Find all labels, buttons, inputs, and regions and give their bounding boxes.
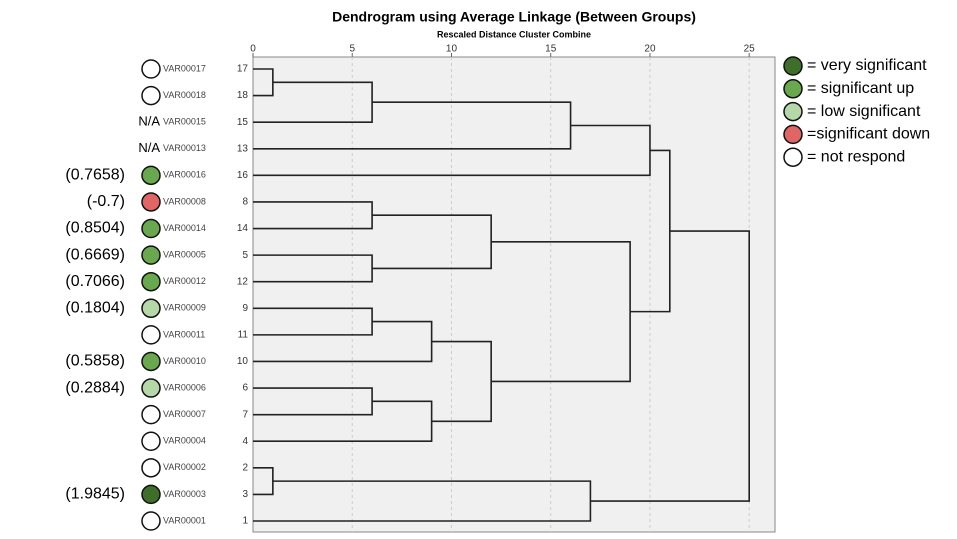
leaf-label: VAR00011 (163, 329, 205, 339)
x-tick-label: 20 (644, 44, 656, 55)
case-number: 15 (237, 117, 249, 128)
case-number: 3 (242, 489, 248, 500)
case-number: 1 (242, 516, 248, 527)
legend-label: = low significant (807, 103, 921, 120)
merge-link (253, 201, 373, 230)
case-number: 7 (242, 409, 248, 420)
value-note: (-0.7) (87, 193, 125, 210)
status-circle (141, 404, 161, 425)
leaf-label: VAR00012 (163, 276, 206, 286)
leaf-label: VAR00018 (163, 90, 206, 100)
case-number: 2 (242, 462, 248, 473)
status-circle (141, 325, 161, 345)
value-note: (1.9845) (65, 486, 125, 503)
case-number: 6 (242, 383, 248, 394)
leaf-label: VAR00014 (163, 223, 206, 233)
case-number: 5 (242, 250, 248, 261)
leaf-label: VAR00010 (163, 356, 206, 366)
value-note: (0.5858) (65, 353, 125, 370)
status-circle (141, 59, 161, 79)
legend-label: = significant up (807, 80, 914, 97)
case-number: 10 (237, 356, 249, 367)
leaf-label: VAR00009 (163, 303, 206, 313)
merge-link (253, 124, 651, 177)
legend-swatch (783, 101, 803, 122)
leaf-label: VAR00004 (163, 436, 206, 446)
value-note: (0.7658) (65, 167, 125, 184)
merge-link (630, 149, 671, 313)
merge-link (253, 254, 373, 283)
merge-link (253, 320, 433, 363)
status-circle (141, 192, 161, 212)
status-circle (141, 298, 161, 319)
case-number: 4 (242, 436, 248, 447)
case-number: 17 (237, 64, 249, 75)
merge-link (253, 387, 373, 416)
leaf-label: VAR00013 (163, 143, 206, 153)
legend-swatch (783, 79, 803, 99)
status-circle (141, 271, 161, 292)
value-note: N/A (138, 140, 160, 155)
case-number: 9 (242, 303, 248, 314)
leaf-label: VAR00015 (163, 117, 206, 127)
x-tick-label: 25 (744, 44, 756, 55)
merge-link (590, 230, 750, 502)
plot-area (252, 56, 776, 533)
case-number: 13 (237, 143, 249, 154)
chart-title: Dendrogram using Average Linkage (Betwee… (332, 9, 696, 25)
value-note: (0.8504) (65, 220, 125, 237)
value-note: N/A (138, 114, 160, 129)
case-number: 8 (242, 197, 248, 208)
status-circle (141, 218, 161, 239)
case-number: 18 (237, 90, 249, 101)
status-circle (141, 458, 161, 478)
merge-link (253, 400, 433, 443)
status-circle (141, 351, 161, 372)
status-circle (141, 165, 161, 186)
legend-label: = not respond (807, 148, 905, 165)
x-tick-label: 10 (446, 44, 458, 55)
merge-link (253, 81, 373, 123)
legend-label: =significant down (807, 126, 930, 143)
case-number: 16 (237, 170, 249, 181)
x-tick-label: 5 (349, 44, 355, 55)
chart-subtitle: Rescaled Distance Cluster Combine (437, 29, 591, 39)
status-circle (141, 484, 161, 505)
legend-label: = very significant (807, 57, 927, 74)
leaf-label: VAR00002 (163, 462, 206, 472)
value-note: (0.7066) (65, 273, 125, 290)
legend-swatch (783, 56, 803, 76)
merge-link (253, 480, 592, 522)
status-circle (141, 511, 161, 531)
status-circle (141, 245, 161, 265)
leaf-label: VAR00008 (163, 196, 206, 206)
merge-link (491, 241, 631, 383)
case-number: 14 (237, 223, 249, 234)
legend-swatch (783, 147, 803, 167)
leaf-label: VAR00003 (163, 489, 206, 499)
case-number: 12 (237, 276, 249, 287)
value-note: (0.1804) (65, 300, 125, 317)
value-note: (0.2884) (65, 379, 125, 396)
leaf-label: VAR00017 (163, 63, 206, 73)
status-circle (141, 431, 161, 451)
legend-swatch (783, 124, 803, 145)
leaf-label: VAR00006 (163, 382, 206, 392)
status-circle (141, 85, 161, 106)
case-number: 11 (238, 330, 249, 341)
leaf-label: VAR00005 (163, 249, 206, 259)
x-tick-label: 15 (545, 44, 557, 55)
x-tick-label: 0 (250, 44, 256, 55)
value-note: (0.6669) (65, 246, 125, 263)
status-circle (141, 378, 161, 398)
leaf-label: VAR00007 (163, 409, 206, 419)
leaf-label: VAR00016 (163, 170, 206, 180)
leaf-label: VAR00001 (163, 515, 206, 525)
merge-link (253, 307, 373, 336)
